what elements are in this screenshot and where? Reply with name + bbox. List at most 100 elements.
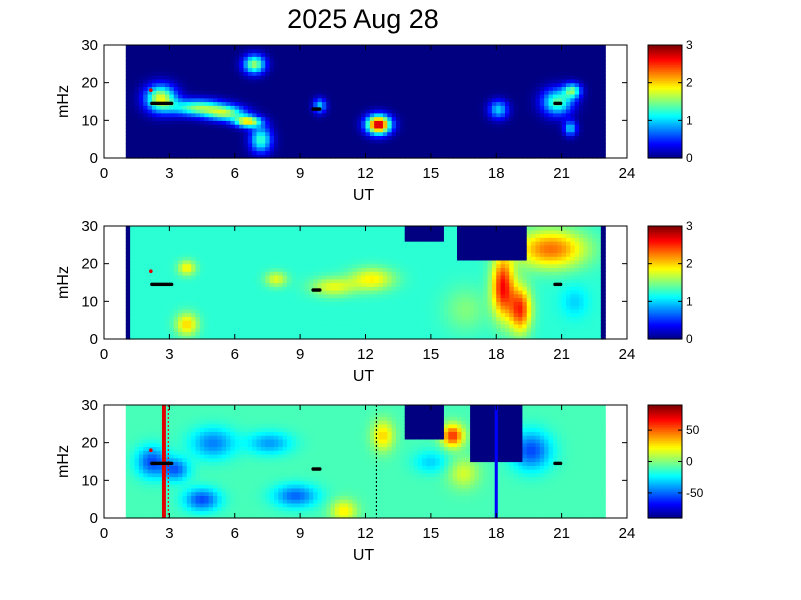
heat-cell — [326, 52, 332, 57]
heat-cell — [165, 226, 170, 231]
heat-cell — [317, 75, 323, 80]
heat-cell — [156, 290, 162, 295]
heat-cell — [143, 293, 149, 299]
heat-cell — [308, 154, 314, 159]
heat-cell — [204, 101, 210, 106]
heat-cell — [138, 82, 144, 88]
heat-cell — [195, 146, 201, 152]
heat-cell — [186, 256, 192, 261]
heat-cell — [548, 124, 554, 129]
heat-cell — [243, 278, 249, 284]
heat-cell — [448, 60, 454, 65]
heat-cell — [178, 112, 184, 118]
heat-cell — [143, 82, 149, 88]
heat-cell — [435, 48, 441, 54]
heat-cell — [378, 127, 384, 133]
heat-cell — [278, 101, 284, 106]
heat-cell — [226, 146, 231, 152]
heat-cell — [291, 60, 297, 65]
heat-cell — [343, 45, 349, 50]
heat-cell — [348, 75, 354, 80]
heat-cell — [147, 327, 153, 333]
heat-cell — [186, 226, 192, 231]
heat-cell — [326, 90, 332, 95]
heat-cell — [452, 127, 458, 133]
heat-cell — [247, 316, 253, 321]
heat-cell — [221, 259, 227, 265]
heat-cell — [130, 139, 136, 144]
heat-cell — [343, 105, 349, 110]
heat-cell — [457, 124, 462, 129]
heat-cell — [239, 124, 245, 129]
heat-cell — [208, 93, 214, 99]
heat-cell — [308, 256, 314, 261]
heat-cell — [343, 282, 349, 287]
heat-cell — [513, 63, 519, 69]
heat-cell — [300, 320, 306, 325]
heat-cell — [278, 139, 284, 144]
heat-cell — [165, 244, 170, 250]
heat-cell — [278, 323, 284, 329]
heat-cell — [182, 93, 188, 99]
heat-cell — [295, 331, 301, 336]
heat-cell — [396, 75, 401, 80]
colorbar-step — [648, 57, 682, 60]
heat-cell — [317, 316, 323, 321]
heat-cell — [247, 60, 253, 65]
heat-cell — [409, 135, 415, 140]
heat-cell — [260, 120, 266, 125]
heat-cell — [552, 139, 558, 144]
heat-cell — [252, 256, 258, 261]
heat-cell — [526, 86, 532, 91]
heat-cell — [330, 335, 336, 340]
heat-cell — [125, 293, 131, 299]
heat-cell — [143, 52, 149, 57]
heat-cell — [361, 116, 367, 121]
heat-cell — [570, 146, 576, 152]
heat-cell — [212, 316, 218, 321]
heat-cell — [343, 241, 349, 246]
heat-cell — [130, 71, 136, 76]
heat-cell — [544, 93, 550, 99]
heat-cell — [195, 52, 201, 57]
heat-cell — [334, 105, 340, 110]
heat-cell — [265, 256, 271, 261]
heat-cell — [374, 75, 380, 80]
heat-cell — [156, 105, 162, 110]
heat-cell — [330, 124, 336, 129]
heat-cell — [448, 116, 454, 121]
heat-cell — [500, 120, 506, 125]
heat-cell — [234, 86, 240, 91]
heat-cell — [426, 82, 432, 88]
heat-cell — [300, 105, 306, 110]
heat-cell — [465, 124, 471, 129]
heat-cell — [178, 86, 184, 91]
heat-cell — [343, 252, 349, 257]
heat-cell — [334, 112, 340, 118]
heat-cell — [579, 142, 585, 148]
heat-cell — [204, 308, 210, 314]
heat-cell — [252, 48, 258, 54]
heat-cell — [535, 105, 541, 110]
heat-cell — [574, 86, 580, 91]
heat-cell — [539, 60, 545, 65]
heat-cell — [260, 48, 266, 54]
heat-cell — [226, 256, 231, 261]
heat-cell — [587, 116, 593, 121]
heat-cell — [273, 56, 279, 61]
heat-cell — [156, 75, 162, 80]
heat-cell — [291, 124, 297, 129]
x-tick-label: 0 — [100, 165, 108, 182]
heat-cell — [304, 154, 310, 159]
heat-cell — [165, 331, 170, 336]
heat-cell — [326, 45, 332, 50]
heat-cell — [282, 116, 288, 121]
heat-cell — [400, 154, 406, 159]
heat-cell — [461, 101, 467, 106]
heat-cell — [313, 154, 319, 159]
heat-cell — [147, 67, 153, 72]
heat-cell — [343, 120, 349, 125]
heat-cell — [273, 241, 279, 246]
heat-cell — [387, 146, 393, 152]
heat-cell — [143, 135, 149, 140]
